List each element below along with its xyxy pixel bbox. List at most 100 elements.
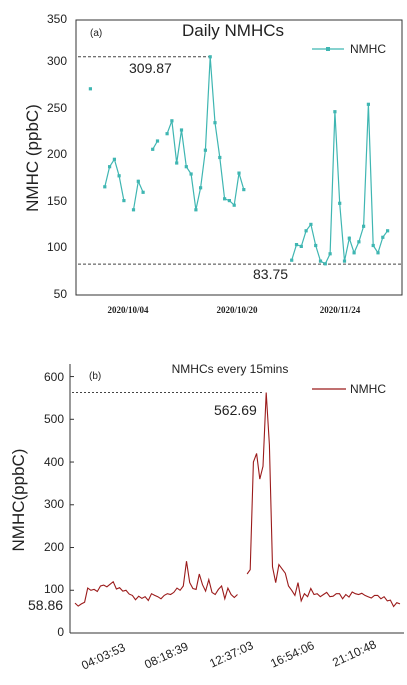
data-point-a (218, 155, 222, 160)
data-point-a (357, 240, 361, 244)
data-point-a (208, 55, 212, 59)
y-tick-label: 200 (44, 540, 64, 554)
data-point-a (290, 258, 294, 262)
x-tick-label: 08:18:39 (142, 639, 191, 672)
min-annotation-b: 58.86 (28, 597, 63, 613)
y-tick-label: 500 (44, 412, 64, 426)
x-tick-label: 12:37:03 (207, 638, 256, 671)
data-point-a (203, 148, 207, 152)
data-point-a (342, 259, 347, 263)
data-point-a (314, 243, 318, 248)
data-point-a (242, 188, 246, 192)
data-point-a (223, 197, 227, 201)
data-point-a (122, 199, 126, 203)
data-point-a (294, 243, 299, 247)
plot-frame-a (75, 19, 403, 296)
data-point-a (386, 229, 390, 233)
data-point-a (108, 165, 112, 169)
data-point-a (117, 174, 121, 178)
legend-b: NMHC (312, 382, 386, 396)
data-point-a (309, 222, 313, 226)
panel-tag-a: (a) (90, 28, 102, 39)
data-point-a (165, 132, 169, 136)
data-point-a (371, 243, 375, 248)
x-tick-label: 04:03:53 (79, 640, 128, 673)
chart-title-b: NMHCs every 15mins (172, 362, 289, 376)
data-point-a (88, 87, 92, 91)
data-point-a (366, 102, 370, 106)
data-point-a (103, 185, 107, 189)
panel-a: (a) Daily NMHCs NMHC (ppbC) 50 100 150 2… (23, 12, 403, 315)
max-annotation-b: 562.69 (214, 402, 257, 418)
data-point-a (323, 262, 327, 266)
legend-label-b: NMHC (350, 382, 386, 396)
data-point-a (362, 224, 366, 228)
data-point-a (199, 186, 203, 190)
panel-tag-b: (b) (89, 371, 101, 382)
min-annotation-a: 83.75 (253, 266, 288, 282)
data-point-a (155, 139, 160, 143)
panel-b: (b) NMHCs every 15mins NMHC(ppbC) 0 100 … (9, 362, 404, 673)
legend-marker-a (326, 47, 330, 51)
data-point-a (381, 235, 385, 239)
data-point-a (347, 236, 351, 240)
data-point-a (376, 251, 380, 255)
y-tick-label: 100 (44, 582, 64, 596)
data-point-a (318, 259, 323, 263)
data-point-a (136, 179, 140, 183)
data-point-a (232, 203, 236, 207)
data-point-a (175, 161, 179, 165)
data-point-a (333, 110, 337, 114)
data-point-a (179, 128, 184, 132)
y-ticks-a: 50 100 150 200 250 300 350 (47, 12, 67, 301)
y-tick-label: 200 (47, 147, 67, 161)
data-point-a (213, 121, 217, 125)
x-tick-label: 16:54:06 (268, 638, 317, 671)
data-point-a (112, 157, 116, 161)
y-axis-label-a: NMHC (ppbC) (23, 104, 42, 212)
y-tick-label: 600 (44, 370, 64, 384)
data-point-a (328, 252, 332, 256)
x-ticks-b: 04:03:53 08:18:39 12:37:03 16:54:06 21:1… (79, 637, 379, 673)
data-point-a (227, 199, 231, 203)
x-tick-label: 2020/11/24 (320, 305, 361, 315)
x-tick-label: 2020/10/20 (216, 305, 258, 315)
chart-title-a: Daily NMHCs (182, 21, 284, 40)
y-tick-label: 400 (44, 455, 64, 469)
data-point-a (299, 244, 303, 248)
data-point-a (189, 172, 193, 176)
y-tick-label: 0 (57, 625, 64, 639)
data-point-a (237, 171, 241, 175)
series-line-b (74, 561, 238, 607)
y-axis-label-b: NMHC(ppbC) (9, 449, 28, 552)
data-point-a (184, 165, 188, 169)
plot-area-b (70, 376, 401, 634)
data-point-a (194, 208, 198, 212)
data-point-a (141, 190, 145, 194)
y-tick-label: 250 (47, 101, 67, 115)
y-tick-label: 100 (47, 240, 67, 254)
series-line-a (291, 104, 389, 265)
y-tick-label: 150 (47, 194, 67, 208)
plot-area-a (78, 55, 402, 266)
series-line-a (166, 56, 245, 210)
legend-label-a: NMHC (350, 42, 386, 56)
series-line-a (104, 157, 125, 201)
data-point-a (170, 119, 174, 123)
data-point-a (338, 201, 342, 205)
max-annotation-a: 309.87 (129, 60, 172, 76)
data-point-a (304, 229, 308, 233)
data-point-a (151, 147, 155, 151)
x-tick-label: 2020/10/04 (107, 305, 149, 315)
legend-a: NMHC (312, 42, 386, 56)
y-tick-label: 300 (44, 497, 64, 511)
series-line-b (246, 392, 401, 608)
y-tick-label: 300 (47, 54, 67, 68)
data-point-a (352, 251, 356, 255)
data-point-a (131, 208, 136, 212)
y-tick-label: 50 (54, 287, 68, 301)
x-tick-label: 21:10:48 (330, 637, 379, 670)
series-line-a (132, 179, 144, 210)
y-ticks-b: 0 100 200 300 400 500 600 (44, 370, 64, 639)
